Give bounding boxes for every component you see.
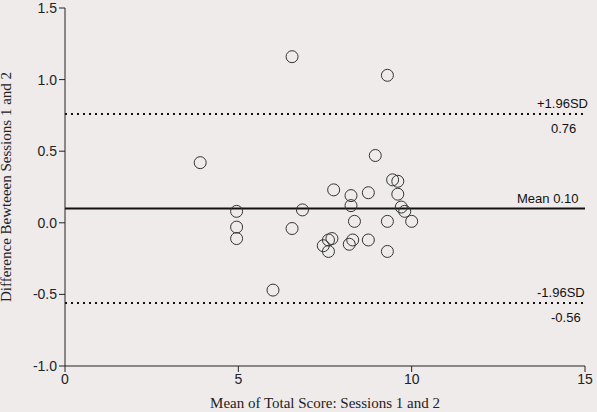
svg-text:1.0: 1.0: [38, 72, 58, 88]
svg-text:Difference Bewteeen Sessions 1: Difference Bewteeen Sessions 1 and 2: [8, 72, 14, 302]
svg-text:-1.0: -1.0: [33, 358, 57, 374]
svg-text:10: 10: [404, 371, 420, 387]
svg-text:15: 15: [577, 371, 589, 387]
svg-text:1.5: 1.5: [38, 0, 58, 16]
svg-text:0.0: 0.0: [38, 215, 58, 231]
svg-text:-1.96SD: -1.96SD: [537, 285, 585, 300]
svg-text:0: 0: [61, 371, 69, 387]
svg-text:0.76: 0.76: [551, 121, 576, 136]
svg-text:Mean of Total Score: Sessions: Mean of Total Score: Sessions 1 and 2: [210, 395, 440, 411]
svg-text:-0.56: -0.56: [551, 310, 581, 325]
svg-text:Mean 0.10: Mean 0.10: [517, 191, 578, 206]
svg-text:+1.96SD: +1.96SD: [537, 96, 588, 111]
svg-text:0.5: 0.5: [38, 143, 58, 159]
svg-text:-0.5: -0.5: [33, 286, 57, 302]
svg-text:5: 5: [234, 371, 242, 387]
